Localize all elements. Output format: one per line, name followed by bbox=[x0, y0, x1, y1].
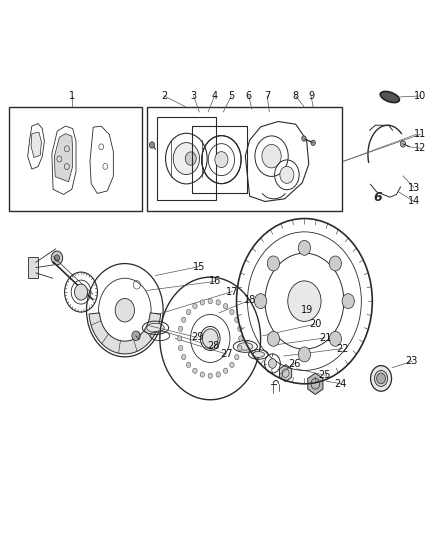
Bar bbox=[192, 126, 247, 193]
Text: 20: 20 bbox=[309, 319, 321, 329]
Circle shape bbox=[342, 294, 354, 309]
Bar bbox=[28, 257, 38, 278]
Text: 6: 6 bbox=[373, 191, 382, 204]
Text: 1: 1 bbox=[69, 91, 75, 101]
Ellipse shape bbox=[371, 366, 392, 391]
Text: 16: 16 bbox=[208, 277, 221, 286]
Circle shape bbox=[193, 303, 197, 309]
Circle shape bbox=[200, 300, 205, 305]
Circle shape bbox=[280, 166, 294, 183]
Circle shape bbox=[254, 294, 267, 309]
Circle shape bbox=[238, 345, 242, 351]
Bar bbox=[157, 117, 216, 200]
Text: 14: 14 bbox=[408, 197, 420, 206]
Circle shape bbox=[223, 303, 228, 309]
Text: 27: 27 bbox=[220, 349, 232, 359]
Circle shape bbox=[267, 332, 279, 346]
Text: 17: 17 bbox=[226, 287, 238, 296]
Text: 25: 25 bbox=[319, 370, 331, 380]
Ellipse shape bbox=[215, 151, 228, 167]
Circle shape bbox=[208, 373, 212, 378]
Circle shape bbox=[177, 336, 182, 341]
Text: 12: 12 bbox=[414, 143, 427, 153]
Circle shape bbox=[230, 310, 234, 315]
Text: 9: 9 bbox=[308, 91, 314, 101]
Circle shape bbox=[400, 141, 406, 147]
Circle shape bbox=[230, 362, 234, 367]
Ellipse shape bbox=[173, 142, 199, 175]
Text: 23: 23 bbox=[406, 357, 418, 366]
Polygon shape bbox=[308, 373, 323, 394]
Text: 21: 21 bbox=[319, 333, 331, 343]
Circle shape bbox=[235, 354, 239, 360]
Circle shape bbox=[288, 281, 321, 321]
Circle shape bbox=[178, 345, 183, 351]
Text: 5: 5 bbox=[228, 91, 234, 101]
Text: 6: 6 bbox=[246, 91, 252, 101]
Polygon shape bbox=[89, 313, 161, 354]
Circle shape bbox=[235, 317, 239, 322]
Text: 24: 24 bbox=[335, 379, 347, 389]
Text: 8: 8 bbox=[293, 91, 299, 101]
Text: 29: 29 bbox=[191, 333, 203, 342]
Bar bbox=[9, 107, 142, 211]
Circle shape bbox=[187, 362, 191, 367]
Ellipse shape bbox=[374, 370, 388, 386]
Text: 4: 4 bbox=[212, 91, 218, 101]
Circle shape bbox=[208, 298, 212, 304]
Polygon shape bbox=[279, 365, 292, 382]
Circle shape bbox=[216, 372, 220, 377]
Circle shape bbox=[239, 336, 243, 341]
Ellipse shape bbox=[237, 343, 253, 350]
Circle shape bbox=[200, 372, 205, 377]
Text: 10: 10 bbox=[414, 91, 427, 101]
Circle shape bbox=[238, 326, 242, 332]
Bar bbox=[147, 107, 342, 211]
Circle shape bbox=[115, 298, 134, 322]
Circle shape bbox=[181, 354, 186, 360]
Circle shape bbox=[132, 331, 140, 341]
Circle shape bbox=[267, 256, 279, 271]
Polygon shape bbox=[31, 132, 42, 157]
Text: 13: 13 bbox=[408, 183, 420, 192]
Circle shape bbox=[193, 368, 197, 374]
Circle shape bbox=[149, 142, 155, 148]
Text: 2: 2 bbox=[161, 91, 167, 101]
Text: 11: 11 bbox=[414, 130, 427, 139]
Circle shape bbox=[262, 144, 281, 168]
Circle shape bbox=[298, 240, 311, 255]
Circle shape bbox=[181, 317, 186, 322]
Circle shape bbox=[302, 136, 306, 141]
Circle shape bbox=[54, 255, 60, 261]
Circle shape bbox=[51, 251, 63, 265]
Ellipse shape bbox=[380, 92, 399, 102]
Circle shape bbox=[74, 284, 88, 300]
Circle shape bbox=[377, 373, 385, 384]
Ellipse shape bbox=[252, 352, 265, 357]
Polygon shape bbox=[54, 134, 73, 182]
Circle shape bbox=[202, 329, 218, 348]
Circle shape bbox=[216, 300, 220, 305]
Text: 22: 22 bbox=[336, 344, 349, 353]
Circle shape bbox=[298, 347, 311, 362]
Circle shape bbox=[223, 368, 228, 374]
Circle shape bbox=[329, 256, 342, 271]
Text: 3: 3 bbox=[191, 91, 197, 101]
Text: 7: 7 bbox=[264, 91, 270, 101]
Text: 19: 19 bbox=[300, 305, 313, 315]
Circle shape bbox=[187, 310, 191, 315]
Circle shape bbox=[329, 332, 342, 346]
Circle shape bbox=[311, 140, 315, 146]
Circle shape bbox=[178, 326, 183, 332]
Text: 18: 18 bbox=[244, 295, 256, 305]
Text: 26: 26 bbox=[288, 359, 300, 368]
Ellipse shape bbox=[147, 323, 164, 333]
Text: 15: 15 bbox=[193, 262, 205, 271]
Circle shape bbox=[268, 359, 276, 368]
Ellipse shape bbox=[185, 152, 196, 165]
Text: 28: 28 bbox=[207, 342, 219, 351]
